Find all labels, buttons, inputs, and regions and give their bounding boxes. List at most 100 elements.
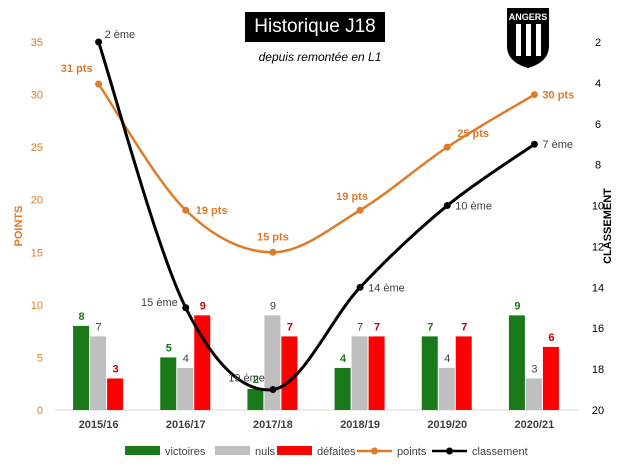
y-tick-label: 0 bbox=[37, 405, 43, 417]
legend: victoires nuls défaites points classement bbox=[125, 446, 528, 458]
points-label: 19 pts bbox=[336, 191, 368, 203]
legend-marker-points bbox=[371, 447, 378, 455]
points-label: 25 pts bbox=[457, 128, 489, 140]
svg-text:ANGERS: ANGERS bbox=[509, 12, 548, 22]
bar-value-label: 7 bbox=[374, 321, 380, 333]
y2-tick-label: 16 bbox=[592, 323, 604, 335]
bar-value-label: 7 bbox=[461, 321, 467, 333]
bar-victoires bbox=[421, 336, 438, 410]
y-tick-label: 5 bbox=[37, 352, 43, 364]
rank-label: 14 ème bbox=[368, 282, 405, 294]
legend-swatch-défaites bbox=[277, 446, 312, 455]
y2-tick-label: 4 bbox=[595, 78, 601, 90]
bar-nuls bbox=[438, 367, 455, 410]
rank-label: 19 ème bbox=[228, 373, 265, 385]
bar-value-label: 7 bbox=[357, 321, 363, 333]
y2-tick-label: 6 bbox=[595, 119, 601, 131]
y2-tick-label: 12 bbox=[592, 241, 604, 253]
y-axis-title: POINTS bbox=[13, 206, 25, 247]
legend-marker-classement bbox=[446, 447, 453, 455]
rank-label: 7 ème bbox=[542, 139, 573, 151]
bar-value-label: 9 bbox=[514, 300, 520, 312]
x-tick-label: 2015/16 bbox=[79, 419, 119, 431]
point-classement bbox=[95, 38, 103, 46]
bar-value-label: 3 bbox=[113, 363, 119, 375]
y2-axis-title: CLASSEMENT bbox=[602, 188, 614, 264]
bar-value-label: 9 bbox=[270, 300, 276, 312]
legend-label: classement bbox=[472, 446, 528, 458]
y2-tick-label: 20 bbox=[592, 405, 604, 417]
bar-value-label: 6 bbox=[548, 332, 554, 344]
y2-tick-label: 8 bbox=[595, 160, 601, 172]
point-points bbox=[182, 206, 190, 214]
y2-tick-label: 10 bbox=[592, 201, 604, 213]
line-points bbox=[97, 83, 536, 254]
point-classement bbox=[443, 202, 451, 210]
y-tick-label: 35 bbox=[31, 37, 43, 49]
bars-layer bbox=[73, 315, 559, 410]
bar-victoires bbox=[160, 357, 177, 410]
point-points bbox=[356, 206, 364, 214]
bar-défaites bbox=[455, 336, 472, 410]
bar-nuls bbox=[525, 378, 542, 410]
chart-title: Historique J18 bbox=[245, 12, 385, 42]
bar-défaites bbox=[368, 336, 385, 410]
y-tick-label: 25 bbox=[31, 142, 43, 154]
x-tick-label: 2017/18 bbox=[253, 419, 293, 431]
x-tick-label: 2016/17 bbox=[166, 419, 206, 431]
legend-label: défaites bbox=[317, 446, 356, 458]
rank-label: 10 ème bbox=[455, 201, 492, 213]
bar-value-label: 7 bbox=[287, 321, 293, 333]
bar-value-label: 4 bbox=[183, 353, 189, 365]
bar-nuls bbox=[264, 315, 281, 410]
point-classement bbox=[530, 140, 538, 148]
y2-tick-label: 2 bbox=[595, 37, 601, 49]
legend-label: nuls bbox=[255, 446, 276, 458]
lines-layer bbox=[95, 38, 538, 394]
point-classement bbox=[269, 386, 277, 394]
x-tick-label: 2018/19 bbox=[340, 419, 380, 431]
bar-nuls bbox=[351, 336, 368, 410]
y2-tick-label: 18 bbox=[592, 364, 604, 376]
bar-value-label: 9 bbox=[200, 300, 206, 312]
legend-label: victoires bbox=[165, 446, 206, 458]
point-points bbox=[269, 248, 277, 256]
bar-value-label: 8 bbox=[79, 311, 85, 323]
bar-victoires bbox=[73, 325, 90, 410]
x-tick-label: 2019/20 bbox=[427, 419, 467, 431]
rank-label: 15 ème bbox=[141, 297, 178, 309]
points-label: 30 pts bbox=[542, 90, 574, 102]
bar-value-label: 4 bbox=[340, 353, 347, 365]
point-classement bbox=[356, 283, 364, 291]
bar-victoires bbox=[508, 315, 525, 410]
bar-défaites bbox=[107, 378, 124, 410]
bar-value-label: 3 bbox=[531, 363, 537, 375]
bar-value-label: 7 bbox=[96, 321, 102, 333]
chart-subtitle: depuis remontée en L1 bbox=[258, 50, 382, 64]
bar-value-label: 4 bbox=[444, 353, 450, 365]
legend-label: points bbox=[397, 446, 427, 458]
bar-défaites bbox=[194, 315, 211, 410]
bar-value-label: 2 bbox=[253, 374, 259, 386]
y-tick-label: 30 bbox=[31, 90, 43, 102]
y-tick-label: 15 bbox=[31, 247, 43, 259]
rank-label: 2 ème bbox=[105, 29, 136, 41]
point-points bbox=[95, 80, 103, 88]
bar-victoires bbox=[247, 388, 264, 410]
point-classement bbox=[182, 304, 190, 312]
bar-nuls bbox=[177, 367, 194, 410]
x-tick-label: 2020/21 bbox=[515, 419, 555, 431]
bar-défaites bbox=[281, 336, 298, 410]
y2-tick-label: 14 bbox=[592, 282, 604, 294]
bar-nuls bbox=[90, 336, 107, 410]
bar-value-label: 5 bbox=[166, 342, 172, 354]
points-label: 19 pts bbox=[196, 205, 228, 217]
bar-défaites bbox=[542, 346, 559, 410]
bar-value-label: 7 bbox=[427, 321, 433, 333]
angers-logo: ANGERS bbox=[507, 8, 549, 68]
points-label: 31 pts bbox=[61, 63, 93, 75]
point-points bbox=[530, 91, 538, 99]
